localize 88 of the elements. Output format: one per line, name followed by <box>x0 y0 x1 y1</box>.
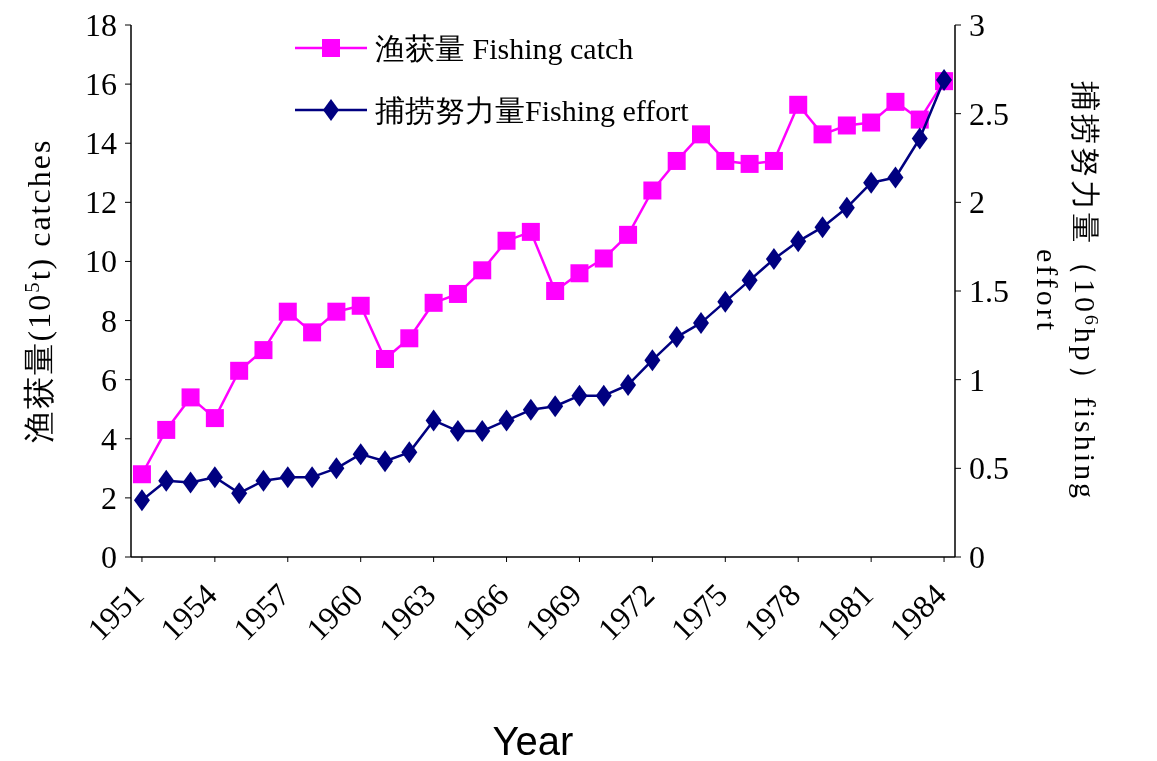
point <box>157 420 176 439</box>
point <box>644 349 661 372</box>
point <box>764 151 783 170</box>
point <box>887 166 904 189</box>
point <box>547 395 564 418</box>
point <box>473 261 492 280</box>
point <box>376 349 395 368</box>
point <box>717 290 734 313</box>
point <box>522 398 539 421</box>
point <box>254 341 273 360</box>
point <box>740 154 759 173</box>
point <box>206 466 223 489</box>
point <box>255 469 272 492</box>
point <box>449 420 466 443</box>
point <box>182 471 199 494</box>
y2-tick-label: 1.5 <box>969 273 1009 309</box>
point <box>498 409 515 432</box>
y-tick-label: 2 <box>101 479 117 516</box>
y2-tick-label: 3 <box>969 7 985 43</box>
y-tick-label: 10 <box>85 243 117 280</box>
point <box>278 302 297 321</box>
y-tick-label: 4 <box>101 420 117 457</box>
point <box>863 171 880 194</box>
legend-label: 渔获量 Fishing catch <box>375 32 634 65</box>
point <box>668 326 685 349</box>
point <box>886 92 905 111</box>
point <box>497 231 516 250</box>
point <box>474 420 491 443</box>
point <box>837 116 856 135</box>
point <box>401 441 418 464</box>
y2-tick-label: 2.5 <box>969 95 1009 132</box>
point <box>424 293 443 312</box>
x-tick-label: 1951 <box>80 576 151 648</box>
point <box>838 196 855 219</box>
legend-label: 捕捞努力量Fishing effort <box>375 94 690 127</box>
point <box>813 125 832 144</box>
point <box>936 68 953 91</box>
y2-tick-label: 0 <box>969 539 985 575</box>
point <box>667 151 686 170</box>
point <box>595 384 612 407</box>
point <box>571 384 588 407</box>
point <box>181 388 200 407</box>
point <box>570 264 589 283</box>
point <box>619 225 638 244</box>
point <box>716 151 735 170</box>
point <box>448 284 467 303</box>
y-tick-label: 8 <box>101 302 117 339</box>
point <box>546 282 565 300</box>
point <box>741 269 758 292</box>
point <box>400 329 419 348</box>
point <box>790 230 807 253</box>
point <box>643 181 662 200</box>
point <box>691 125 710 144</box>
point <box>765 248 782 271</box>
y-tick-label: 12 <box>85 184 117 221</box>
point <box>205 409 224 428</box>
point <box>230 361 249 380</box>
point <box>352 443 369 466</box>
point <box>328 457 345 480</box>
point <box>521 222 540 241</box>
x-tick-label: 1981 <box>809 576 881 648</box>
y-tick-label: 16 <box>85 66 117 103</box>
point <box>327 302 346 321</box>
y-tick-label: 14 <box>85 125 117 162</box>
point <box>231 482 248 505</box>
y-tick-label: 6 <box>101 361 117 398</box>
point <box>377 450 394 473</box>
point <box>814 216 831 239</box>
y-tick-label: 18 <box>85 7 117 43</box>
y2-tick-label: 2 <box>969 184 985 221</box>
point <box>594 249 613 268</box>
point <box>620 373 637 396</box>
point <box>304 466 321 489</box>
point <box>132 465 151 484</box>
point <box>303 323 322 342</box>
point <box>862 113 881 132</box>
point <box>351 296 370 315</box>
point <box>911 127 928 150</box>
y-tick-label: 0 <box>101 539 117 575</box>
point <box>158 469 175 492</box>
point <box>789 95 808 114</box>
x-axis-title: Year <box>492 719 574 761</box>
point <box>279 466 296 489</box>
y2-tick-label: 0.5 <box>969 450 1009 487</box>
point <box>425 409 442 432</box>
point <box>692 311 709 334</box>
y2-tick-label: 1 <box>969 361 985 398</box>
point <box>133 489 150 512</box>
